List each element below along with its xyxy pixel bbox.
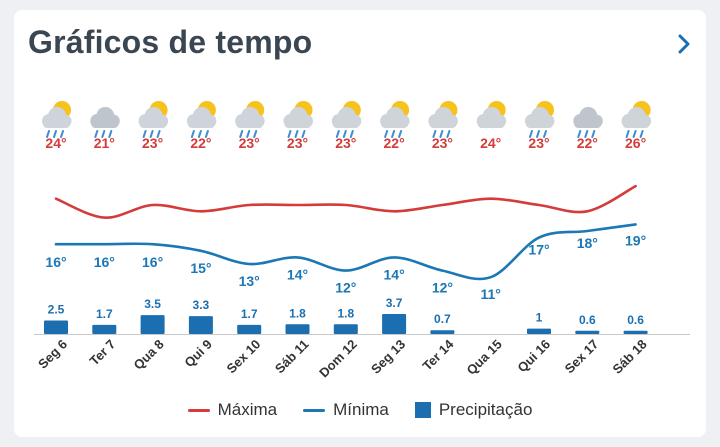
x-tick-label: Sáb 18 xyxy=(609,337,649,377)
max-temp-label: 23° xyxy=(287,135,308,151)
precip-bar xyxy=(285,324,310,334)
x-tick-label: Dom 12 xyxy=(316,337,360,381)
precip-label: 3.5 xyxy=(144,297,161,311)
max-temp-label: 23° xyxy=(239,135,260,151)
max-temp-line xyxy=(54,184,637,219)
x-tick-label: Qui 9 xyxy=(181,337,215,371)
min-temp-label: 16° xyxy=(94,254,115,270)
max-temp-label: 22° xyxy=(384,135,405,151)
sun-cloud-icon xyxy=(476,101,507,128)
sun-cloud-rain-icon xyxy=(42,101,72,138)
max-temp-label: 23° xyxy=(142,135,163,151)
precip-label: 2.5 xyxy=(48,303,65,317)
precip-label: 3.3 xyxy=(193,298,210,312)
precip-bar xyxy=(382,314,407,334)
sun-cloud-rain-icon xyxy=(621,101,652,138)
precip-bar xyxy=(237,324,262,334)
x-tick-label: Seg 13 xyxy=(368,337,408,377)
next-button[interactable] xyxy=(670,28,698,60)
chevron-right-icon xyxy=(678,34,690,54)
precip-label: 1.8 xyxy=(289,306,306,320)
weather-chart-card: Gráficos de tempo xyxy=(14,10,706,437)
max-temp-label: 22° xyxy=(577,135,598,151)
chart-legend: Máxima Mínima Precipitação xyxy=(0,398,720,422)
x-tick-label: Qua 15 xyxy=(464,337,505,378)
precip-bar xyxy=(92,324,117,334)
x-tick-label: Sex 17 xyxy=(562,337,602,377)
max-temp-label: 22° xyxy=(190,135,211,151)
min-temp-label: 17° xyxy=(528,242,549,258)
cloud-rain-icon xyxy=(90,107,120,138)
sun-cloud-rain-icon xyxy=(380,101,410,138)
min-temp-label: 11° xyxy=(480,286,500,302)
precip-bar xyxy=(527,328,551,334)
x-tick-label: Sáb 11 xyxy=(272,337,312,377)
min-temp-label: 14° xyxy=(287,266,308,282)
min-temp-label: 16° xyxy=(45,254,66,270)
precip-label: 1.8 xyxy=(337,306,354,320)
legend-swatch-precip xyxy=(414,402,431,418)
precip-label: 3.7 xyxy=(386,296,403,310)
legend-item-precip[interactable]: Precipitação xyxy=(414,400,533,420)
max-temp-label: 21° xyxy=(94,135,115,151)
precip-label: 0.6 xyxy=(579,313,596,327)
precip-label: 1.7 xyxy=(241,307,258,321)
precip-label: 1 xyxy=(536,311,543,325)
precip-bar xyxy=(430,330,455,334)
legend-label-max: Máxima xyxy=(217,400,278,419)
precip-bar xyxy=(188,316,213,334)
x-tick-label: Ter 7 xyxy=(87,337,119,369)
sun-cloud-rain-icon xyxy=(525,101,555,138)
min-temp-label: 13° xyxy=(239,273,260,289)
page-title: Gráficos de tempo xyxy=(28,24,313,60)
legend-label-precip: Precipitação xyxy=(438,400,533,419)
precip-bar xyxy=(333,324,358,334)
legend-swatch-max xyxy=(187,408,210,412)
min-temp-label: 16° xyxy=(142,254,163,270)
min-temp-line xyxy=(54,223,637,281)
min-temp-label: 12° xyxy=(432,280,453,296)
legend-item-max[interactable]: Máxima xyxy=(187,400,278,420)
sun-cloud-rain-icon xyxy=(235,101,265,138)
x-tick-label: Sex 10 xyxy=(224,337,264,377)
sun-cloud-rain-icon xyxy=(428,101,458,138)
precip-label: 0.6 xyxy=(627,313,644,327)
x-tick-label: Qui 16 xyxy=(514,337,553,376)
cloud-rain-icon xyxy=(573,107,603,138)
precip-bar xyxy=(44,320,68,334)
min-temp-label: 18° xyxy=(577,235,598,251)
sun-cloud-rain-icon xyxy=(138,101,169,138)
min-temp-label: 14° xyxy=(384,266,405,282)
x-tick-label: Qua 8 xyxy=(131,337,167,373)
legend-swatch-min xyxy=(303,408,326,412)
precip-bar xyxy=(623,330,648,334)
max-temp-label: 23° xyxy=(432,135,453,151)
sun-cloud-rain-icon xyxy=(283,101,313,138)
min-temp-label: 19° xyxy=(625,232,646,248)
max-temp-label: 24° xyxy=(480,135,501,151)
precip-label: 1.7 xyxy=(96,307,113,321)
precip-bar xyxy=(140,315,165,334)
min-temp-label: 12° xyxy=(335,280,356,296)
sun-cloud-rain-icon xyxy=(331,101,362,138)
max-temp-label: 23° xyxy=(528,135,549,151)
sun-cloud-rain-icon xyxy=(186,101,217,138)
legend-label-min: Mínima xyxy=(333,400,389,419)
max-temp-label: 26° xyxy=(625,135,646,151)
x-tick-label: Seg 6 xyxy=(35,337,70,372)
precip-bar xyxy=(575,330,600,334)
precip-label: 0.7 xyxy=(434,312,451,326)
min-temp-label: 15° xyxy=(190,260,211,276)
max-temp-label: 24° xyxy=(45,135,66,151)
x-tick-label: Ter 14 xyxy=(420,336,458,374)
legend-item-min[interactable]: Mínima xyxy=(303,400,389,420)
max-temp-label: 23° xyxy=(335,135,356,151)
